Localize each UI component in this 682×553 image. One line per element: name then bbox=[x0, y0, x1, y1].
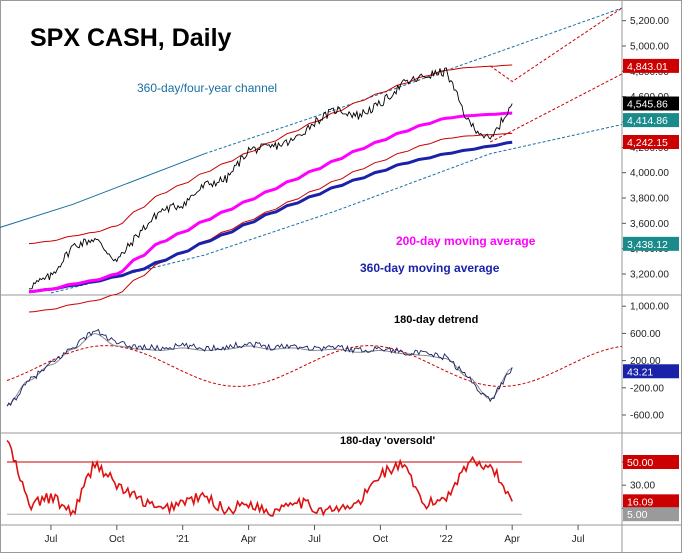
oversold-line bbox=[6, 439, 513, 517]
channel-lower-line bbox=[50, 124, 623, 294]
price-value-label: 4,545.86 bbox=[623, 96, 679, 111]
price-ytick-label: 3,600.00 bbox=[630, 219, 669, 230]
svg-text:50.00: 50.00 bbox=[627, 457, 653, 469]
detrend-ytick-label: 200.00 bbox=[630, 356, 661, 367]
svg-text:5.00: 5.00 bbox=[627, 509, 648, 521]
ma200-label: 200-day moving average bbox=[396, 234, 536, 248]
lower-band-projection bbox=[489, 73, 623, 143]
price-line bbox=[28, 67, 513, 290]
xtick-label: '21 bbox=[176, 534, 189, 545]
price-ytick-label: 5,000.00 bbox=[630, 42, 669, 53]
svg-text:43.21: 43.21 bbox=[627, 366, 653, 378]
price-ytick-label: 3,200.00 bbox=[630, 270, 669, 281]
svg-text:3,438.12: 3,438.12 bbox=[627, 239, 668, 251]
upper-band-projection bbox=[489, 7, 623, 83]
xtick-label: Oct bbox=[109, 534, 125, 545]
svg-text:16.09: 16.09 bbox=[627, 496, 653, 508]
price-ytick-label: 4,000.00 bbox=[630, 168, 669, 179]
channel-upper-solid-line bbox=[0, 153, 205, 228]
oversold-value-label: 50.00 bbox=[623, 455, 679, 469]
xtick-label: '22 bbox=[440, 534, 453, 545]
svg-text:4,242.15: 4,242.15 bbox=[627, 137, 668, 149]
detrend-line bbox=[6, 328, 513, 407]
ma360-label: 360-day moving average bbox=[360, 261, 500, 275]
detrend-ytick-label: 1,000.00 bbox=[630, 302, 669, 313]
oversold-ytick-label: 30.00 bbox=[630, 481, 655, 492]
oversold-value-label: 5.00 bbox=[623, 507, 679, 522]
detrend-title: 180-day detrend bbox=[394, 314, 478, 326]
ma200-line bbox=[28, 111, 513, 294]
price-value-label: 4,843.01 bbox=[623, 58, 679, 73]
ma360-line bbox=[28, 140, 513, 294]
oversold-title: 180-day 'oversold' bbox=[340, 435, 435, 447]
price-value-label: 4,414.86 bbox=[623, 113, 679, 128]
xtick-label: Jul bbox=[572, 534, 585, 545]
price-ytick-label: 5,200.00 bbox=[630, 16, 669, 27]
detrend-cycle-line bbox=[6, 345, 623, 387]
price-value-label: 4,242.15 bbox=[623, 134, 679, 149]
price-ytick-label: 3,800.00 bbox=[630, 194, 669, 205]
xtick-label: Jul bbox=[308, 534, 321, 545]
channel-label: 360-day/four-year channel bbox=[137, 81, 277, 95]
xtick-label: Oct bbox=[373, 534, 389, 545]
svg-text:4,414.86: 4,414.86 bbox=[627, 115, 668, 127]
chart-title: SPX CASH, Daily bbox=[30, 24, 232, 52]
price-value-label: 3,438.12 bbox=[623, 236, 679, 251]
channel-upper-line bbox=[204, 7, 623, 155]
svg-text:4,545.86: 4,545.86 bbox=[627, 99, 668, 111]
lower-band-line bbox=[28, 132, 513, 313]
detrend-ytick-label: -200.00 bbox=[630, 383, 664, 394]
xtick-label: Jul bbox=[45, 534, 58, 545]
detrend-value-label: 43.21 bbox=[623, 364, 679, 379]
detrend-ytick-label: 600.00 bbox=[630, 329, 661, 340]
detrend-ytick-label: -600.00 bbox=[630, 411, 664, 422]
oversold-value-label: 16.09 bbox=[623, 494, 679, 509]
xtick-label: Apr bbox=[241, 534, 257, 545]
detrend-smooth-line bbox=[6, 332, 513, 406]
xtick-label: Apr bbox=[504, 534, 520, 545]
svg-text:4,843.01: 4,843.01 bbox=[627, 61, 668, 73]
